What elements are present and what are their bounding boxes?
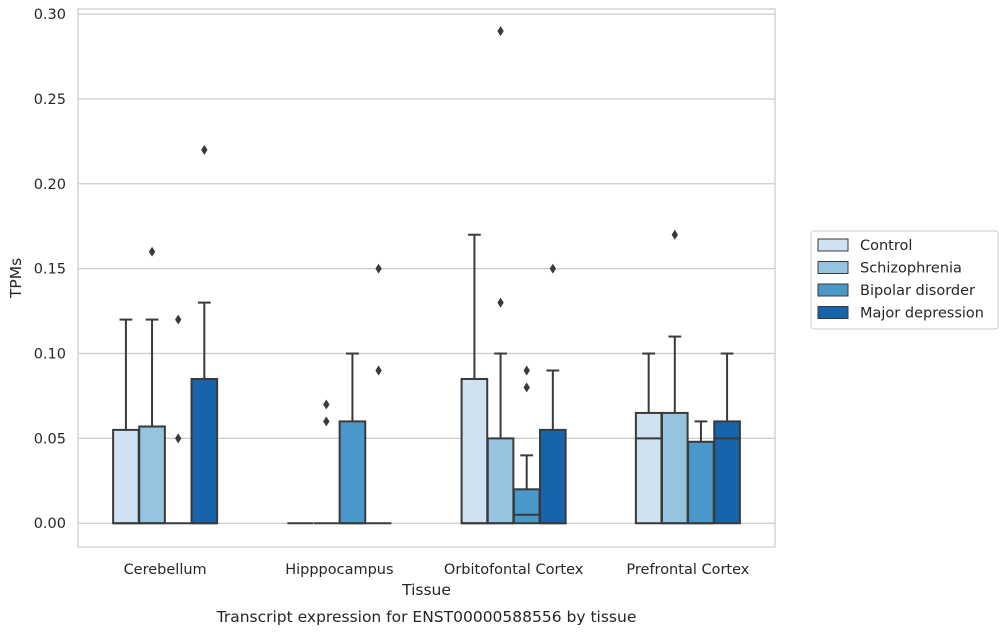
outlier-point bbox=[523, 382, 530, 393]
y-tick-label: 0.30 bbox=[34, 7, 66, 23]
x-tick-label: Orbitofontal Cortex bbox=[444, 562, 584, 578]
box-bipolar-disorder bbox=[165, 314, 192, 525]
box-control bbox=[634, 352, 663, 525]
outlier-point bbox=[323, 416, 330, 427]
x-tick-label: Prefrontal Cortex bbox=[626, 562, 749, 578]
outlier-point bbox=[671, 229, 679, 240]
box-body bbox=[687, 440, 715, 525]
box-control bbox=[460, 233, 489, 525]
y-tick-label: 0.15 bbox=[34, 262, 66, 278]
x-tick-labels: Cerebellum Hipppocampus Orbitofontal Corte… bbox=[124, 562, 750, 578]
y-tick-label: 0.05 bbox=[34, 431, 66, 447]
box-body bbox=[634, 411, 663, 525]
box-body bbox=[660, 411, 689, 525]
box-body bbox=[190, 377, 219, 525]
legend-swatch bbox=[817, 283, 849, 297]
outlier-point bbox=[375, 365, 382, 376]
legend-swatch bbox=[817, 261, 849, 274]
legend-label: Control bbox=[860, 238, 912, 254]
box-bipolar-disorder bbox=[512, 365, 541, 525]
box-schizophrenia bbox=[313, 399, 340, 525]
outlier-point bbox=[497, 26, 504, 37]
outlier-point bbox=[549, 263, 557, 274]
box-body bbox=[713, 420, 741, 525]
chart-caption: Transcript expression for ENST0000058855… bbox=[216, 608, 637, 626]
x-tick-label: Cerebellum bbox=[124, 562, 207, 578]
legend-frame bbox=[810, 230, 999, 330]
x-axis-label: Tissue bbox=[401, 581, 451, 599]
legend-label: Major depression bbox=[860, 306, 984, 322]
y-tick-label: 0.20 bbox=[34, 177, 66, 193]
outlier-point bbox=[201, 144, 208, 155]
outlier-point bbox=[523, 365, 530, 376]
box-body bbox=[338, 420, 367, 525]
legend-label: Bipolar disorder bbox=[860, 283, 975, 299]
outlier-point bbox=[375, 263, 382, 274]
outlier-point bbox=[323, 399, 330, 410]
y-axis-label: TPMs bbox=[7, 258, 25, 299]
box-major-depression bbox=[365, 263, 392, 525]
box-body bbox=[539, 428, 567, 525]
outlier-point bbox=[148, 246, 156, 257]
box-body bbox=[112, 428, 140, 525]
y-tick-label: 0.25 bbox=[34, 92, 66, 108]
outlier-point bbox=[174, 433, 182, 444]
box-body bbox=[486, 437, 515, 525]
box-major-depression bbox=[713, 352, 741, 525]
box-control bbox=[112, 318, 140, 525]
legend: Control Schizophrenia Bipolar disorder Majo… bbox=[810, 230, 999, 330]
box-schizophrenia bbox=[138, 246, 166, 525]
y-tick-label: 0.10 bbox=[34, 347, 66, 363]
box-bipolar-disorder bbox=[338, 352, 367, 525]
box-schizophrenia bbox=[660, 229, 689, 525]
box-body bbox=[460, 377, 489, 525]
box-body bbox=[512, 488, 541, 525]
outlier-point bbox=[174, 314, 182, 325]
legend-swatch bbox=[817, 306, 849, 319]
y-tick-labels: 0.00 0.05 0.10 0.15 0.20 0.25 0.30 bbox=[34, 7, 66, 532]
outlier-point bbox=[497, 297, 504, 308]
box-body bbox=[138, 425, 166, 525]
box-schizophrenia bbox=[486, 26, 515, 525]
legend-swatch bbox=[817, 238, 849, 252]
plot-frame bbox=[77, 8, 776, 548]
legend-label: Schizophrenia bbox=[860, 261, 962, 277]
box-major-depression bbox=[539, 263, 567, 525]
x-tick-label: Hipppocampus bbox=[285, 562, 393, 578]
boxes-layer bbox=[112, 26, 741, 525]
box-major-depression bbox=[190, 144, 219, 525]
y-tick-label: 0.00 bbox=[34, 516, 66, 532]
